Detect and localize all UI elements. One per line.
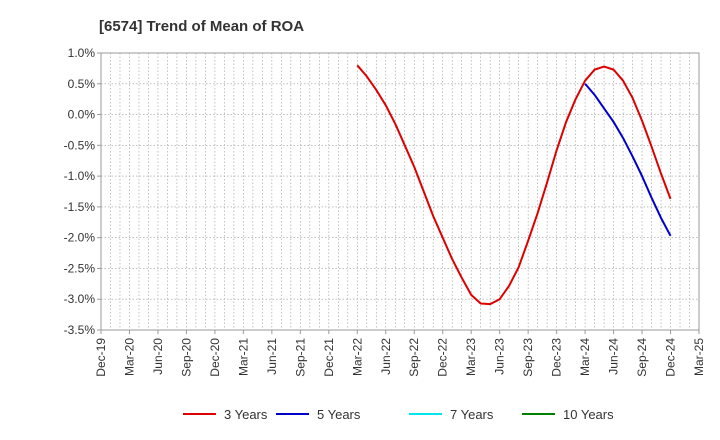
x-tick-label: Sep-23: [521, 338, 535, 377]
y-axis: 1.0% 0.5% 0.0% -0.5% -1.0% -1.5% -2.0% -2.5% -3.…: [64, 46, 101, 337]
series-line-5-years: [584, 83, 672, 237]
y-tick-label: -1.0%: [64, 169, 96, 183]
y-tick-label: -1.5%: [64, 200, 96, 214]
x-tick-label: Jun-23: [493, 338, 507, 375]
y-tick-label: -3.0%: [64, 292, 96, 306]
grid: [100, 52, 700, 331]
legend-label: 5 Years: [317, 407, 361, 422]
x-tick-label: Dec-23: [550, 338, 564, 377]
x-tick-label: Dec-22: [436, 338, 450, 377]
legend-label: 7 Years: [450, 407, 494, 422]
x-tick-label: Dec-20: [208, 338, 222, 377]
y-tick-label: 0.0%: [68, 108, 96, 122]
x-tick-label: Mar-20: [122, 338, 136, 376]
x-tick-label: Jun-22: [379, 338, 393, 375]
y-tick-label: 1.0%: [68, 46, 96, 60]
y-tick-label: -0.5%: [64, 138, 96, 152]
legend-label: 10 Years: [563, 407, 614, 422]
series-line-3-years: [356, 64, 672, 306]
plot-area: [356, 64, 672, 306]
y-tick-label: 0.5%: [68, 77, 96, 91]
x-tick-label: Sep-21: [293, 338, 307, 377]
x-tick-label: Dec-19: [94, 338, 108, 377]
x-axis: Dec-19 Mar-20 Jun-20 Sep-20 Dec-20 Mar-21 Jun-…: [94, 330, 706, 377]
x-tick-label: Jun-21: [265, 338, 279, 375]
x-tick-label: Jun-24: [607, 338, 621, 375]
x-tick-label: Dec-24: [664, 338, 678, 377]
x-tick-label: Dec-21: [322, 338, 336, 377]
plot-frame: [100, 52, 700, 331]
legend: 3 Years 5 Years 7 Years 10 Years: [183, 407, 614, 422]
y-tick-label: -2.0%: [64, 231, 96, 245]
y-tick-label: -3.5%: [64, 323, 96, 337]
x-tick-label: Jun-20: [151, 338, 165, 375]
x-tick-label: Mar-24: [578, 338, 592, 376]
x-tick-label: Mar-23: [464, 338, 478, 376]
x-tick-label: Sep-24: [635, 338, 649, 377]
x-tick-label: Mar-21: [236, 338, 250, 376]
x-tick-label: Mar-22: [350, 338, 364, 376]
x-tick-label: Sep-20: [179, 338, 193, 377]
chart-title: [6574] Trend of Mean of ROA: [99, 18, 304, 35]
y-tick-label: -2.5%: [64, 261, 96, 275]
x-tick-label: Sep-22: [407, 338, 421, 377]
legend-label: 3 Years: [224, 407, 268, 422]
x-tick-label: Mar-25: [692, 338, 706, 376]
